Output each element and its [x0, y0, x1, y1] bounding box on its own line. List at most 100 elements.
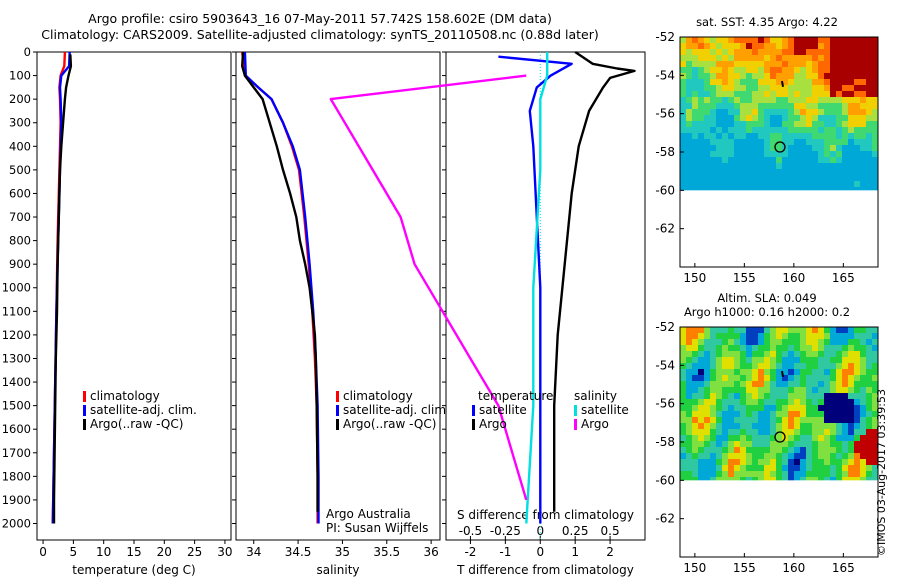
- map-cell: [854, 339, 860, 345]
- map-cell: [800, 435, 806, 441]
- map-cell: [740, 345, 746, 351]
- map-cell: [830, 411, 836, 417]
- map-cell: [836, 139, 842, 145]
- map-cell: [698, 163, 704, 169]
- map-cell: [848, 447, 854, 453]
- map-cell: [866, 435, 872, 441]
- map-cell: [788, 369, 794, 375]
- map-cell: [710, 375, 716, 381]
- map-cell: [836, 381, 842, 387]
- map-cell: [794, 429, 800, 435]
- map-cell: [854, 109, 860, 115]
- map-cell: [770, 103, 776, 109]
- map-cell: [794, 139, 800, 145]
- map-cell: [716, 139, 722, 145]
- map-cell: [866, 357, 872, 363]
- map-cell: [872, 121, 878, 127]
- map-cell: [704, 381, 710, 387]
- map-cell: [836, 175, 842, 181]
- map-cell: [680, 423, 686, 429]
- legend-label: Argo(..raw -QC): [343, 417, 436, 431]
- map-cell: [800, 127, 806, 133]
- series-salinity-argo: [329, 74, 528, 501]
- x-tick-label: 36: [423, 545, 438, 559]
- map-cell: [776, 169, 782, 175]
- map-cell: [710, 405, 716, 411]
- map-cell: [836, 133, 842, 139]
- map-cell: [710, 163, 716, 169]
- map-cell: [746, 465, 752, 471]
- map-cell: [818, 103, 824, 109]
- map-cell: [824, 471, 830, 477]
- map-cell: [704, 459, 710, 465]
- map-cell: [776, 435, 782, 441]
- map-cell: [800, 163, 806, 169]
- map-cell: [866, 79, 872, 85]
- map-cell: [752, 37, 758, 43]
- map-cell: [782, 411, 788, 417]
- map-cell: [680, 351, 686, 357]
- map-cell: [728, 121, 734, 127]
- map-cell: [758, 169, 764, 175]
- map-cell: [764, 381, 770, 387]
- map-cell: [830, 441, 836, 447]
- map-cell: [776, 55, 782, 61]
- map-cell: [854, 465, 860, 471]
- map-cell: [860, 37, 866, 43]
- map-cell: [836, 465, 842, 471]
- map-cell: [698, 453, 704, 459]
- map-cell: [734, 363, 740, 369]
- map-cell: [794, 121, 800, 127]
- map-cell: [770, 85, 776, 91]
- map-cell: [842, 435, 848, 441]
- map-cell: [764, 139, 770, 145]
- map-cell: [716, 175, 722, 181]
- map-cell: [794, 435, 800, 441]
- map-cell: [710, 37, 716, 43]
- map-cell: [800, 61, 806, 67]
- map-cell: [704, 151, 710, 157]
- map-cell: [764, 471, 770, 477]
- map-cell: [842, 91, 848, 97]
- map-cell: [830, 387, 836, 393]
- map-cell: [776, 387, 782, 393]
- map-cell: [848, 327, 854, 333]
- map-cell: [698, 327, 704, 333]
- map-cell: [842, 393, 848, 399]
- map-cell: [758, 417, 764, 423]
- map-cell: [692, 471, 698, 477]
- map-cell: [758, 393, 764, 399]
- map-cell: [836, 345, 842, 351]
- map-cell: [812, 471, 818, 477]
- map-cell: [686, 115, 692, 121]
- map-cell: [758, 73, 764, 79]
- map-cell: [860, 121, 866, 127]
- map-cell: [764, 435, 770, 441]
- map-cell: [740, 127, 746, 133]
- map-cell: [752, 327, 758, 333]
- map-cell: [776, 187, 782, 191]
- map-cell: [770, 429, 776, 435]
- map-cell: [872, 37, 878, 43]
- map-cell: [692, 345, 698, 351]
- map-cell: [770, 169, 776, 175]
- map-cell: [740, 465, 746, 471]
- map-cell: [836, 127, 842, 133]
- map-cell: [812, 441, 818, 447]
- map-cell: [842, 49, 848, 55]
- map-cell: [854, 151, 860, 157]
- map-cell: [812, 121, 818, 127]
- map-cell: [866, 115, 872, 121]
- map-cell: [680, 73, 686, 79]
- map-cell: [818, 441, 824, 447]
- map-cell: [794, 375, 800, 381]
- map-cell: [728, 97, 734, 103]
- map-cell: [788, 169, 794, 175]
- sla-map-field: [680, 327, 878, 481]
- map-cell: [806, 333, 812, 339]
- map-cell: [752, 163, 758, 169]
- map-cell: [806, 447, 812, 453]
- map-cell: [854, 363, 860, 369]
- map-cell: [746, 441, 752, 447]
- map-cell: [806, 181, 812, 187]
